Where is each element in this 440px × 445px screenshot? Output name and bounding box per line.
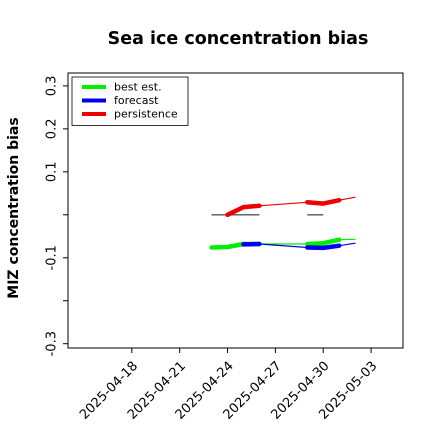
- y-tick-label: 0.3: [45, 76, 60, 97]
- y-tick-label: 0.2: [45, 119, 60, 140]
- y-tick-label: -0.1: [45, 245, 60, 270]
- chart-title: Sea ice concentration bias: [108, 29, 369, 49]
- legend-label: persistence: [114, 108, 178, 121]
- series-forecast-thick-line: [307, 246, 339, 248]
- y-axis-label: MIZ concentration bias: [6, 117, 22, 298]
- y-tick-label: -0.3: [45, 331, 60, 356]
- y-tick-label: 0.1: [45, 161, 60, 182]
- legend-label: best est.: [114, 81, 162, 94]
- legend-label: forecast: [114, 94, 159, 107]
